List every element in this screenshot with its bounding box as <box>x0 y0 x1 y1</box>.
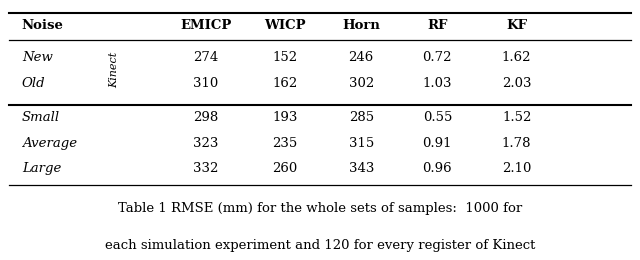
Text: 302: 302 <box>349 77 374 90</box>
Text: 152: 152 <box>273 51 298 64</box>
Text: Average: Average <box>22 137 77 150</box>
Text: 2.10: 2.10 <box>502 162 531 175</box>
Text: 310: 310 <box>193 77 218 90</box>
Text: each simulation experiment and 120 for every register of Kinect: each simulation experiment and 120 for e… <box>105 239 535 252</box>
Text: 0.96: 0.96 <box>422 162 452 175</box>
Text: Table 1 RMSE (mm) for the whole sets of samples:  1000 for: Table 1 RMSE (mm) for the whole sets of … <box>118 202 522 215</box>
Text: Large: Large <box>22 162 61 175</box>
Text: 1.62: 1.62 <box>502 51 531 64</box>
Text: 2.03: 2.03 <box>502 77 531 90</box>
Text: WICP: WICP <box>264 19 306 32</box>
Text: New: New <box>22 51 52 64</box>
Text: 193: 193 <box>273 112 298 125</box>
Text: 1.78: 1.78 <box>502 137 531 150</box>
Text: 343: 343 <box>349 162 374 175</box>
Text: Kinect: Kinect <box>109 52 119 88</box>
Text: 332: 332 <box>193 162 218 175</box>
Text: 1.52: 1.52 <box>502 112 531 125</box>
Text: Noise: Noise <box>22 19 64 32</box>
Text: 162: 162 <box>273 77 298 90</box>
Text: 298: 298 <box>193 112 218 125</box>
Text: 285: 285 <box>349 112 374 125</box>
Text: 0.91: 0.91 <box>422 137 452 150</box>
Text: KF: KF <box>506 19 527 32</box>
Text: 315: 315 <box>349 137 374 150</box>
Text: 323: 323 <box>193 137 218 150</box>
Text: 246: 246 <box>349 51 374 64</box>
Text: EMICP: EMICP <box>180 19 232 32</box>
Text: 0.72: 0.72 <box>422 51 452 64</box>
Text: RF: RF <box>427 19 447 32</box>
Text: 260: 260 <box>273 162 298 175</box>
Text: 1.03: 1.03 <box>422 77 452 90</box>
Text: Old: Old <box>22 77 45 90</box>
Text: 235: 235 <box>273 137 298 150</box>
Text: Horn: Horn <box>342 19 380 32</box>
Text: Small: Small <box>22 112 60 125</box>
Text: 0.55: 0.55 <box>422 112 452 125</box>
Text: 274: 274 <box>193 51 218 64</box>
